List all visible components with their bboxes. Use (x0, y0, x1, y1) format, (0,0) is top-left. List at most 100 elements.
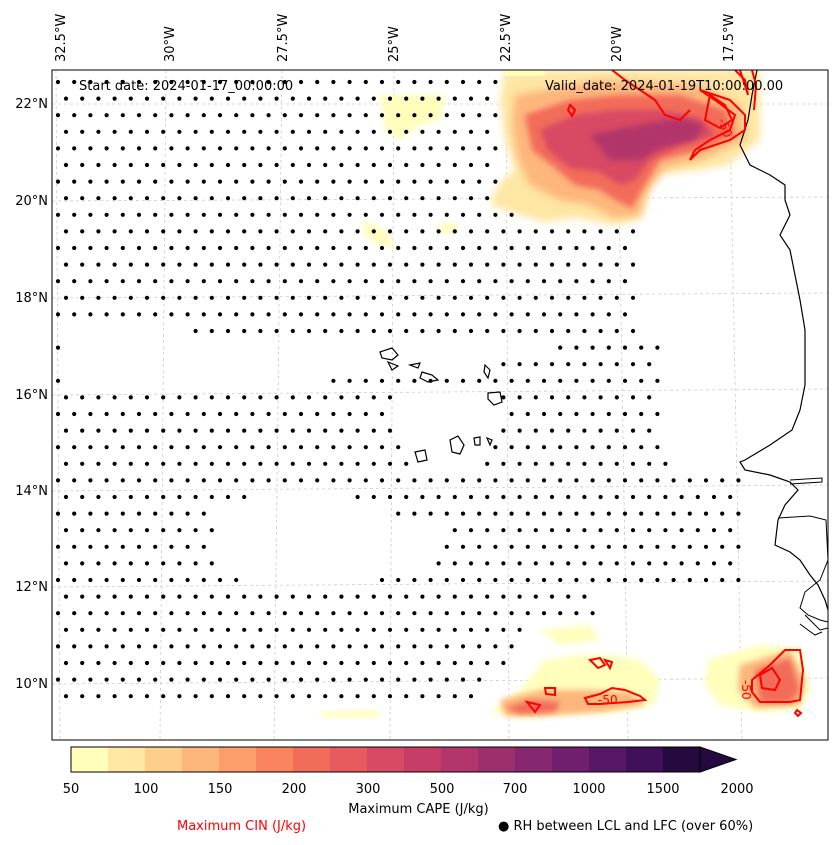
rh-dot (177, 395, 182, 400)
colorbar-tick: 300 (355, 782, 381, 797)
rh-dot (525, 279, 530, 284)
rh-dot (217, 212, 223, 217)
lat-label-10n: 10°N (15, 677, 48, 692)
rh-dot (606, 245, 611, 251)
rh-dot (274, 229, 279, 234)
rh-dot (242, 594, 247, 599)
rh-dot (639, 345, 644, 350)
rh-dot (703, 511, 709, 516)
rh-dot (533, 461, 538, 466)
rh-dot (63, 627, 69, 632)
rh-dot (96, 461, 101, 466)
rh-dot (606, 445, 611, 450)
rh-dot (468, 129, 474, 134)
rh-dot (153, 411, 158, 417)
rh-dot (420, 295, 425, 300)
rh-dot (55, 644, 61, 649)
rh-dot (209, 229, 214, 234)
rh-dot (72, 279, 77, 284)
rh-dot (120, 245, 125, 251)
rh-dot (298, 478, 304, 483)
rh-dot (468, 528, 474, 533)
rh-dot (452, 162, 457, 168)
rh-dot (88, 577, 93, 583)
rh-dot (306, 694, 312, 699)
rh-dot (63, 494, 69, 500)
rh-dot (379, 312, 385, 317)
rh-dot (436, 196, 441, 201)
rh-dot (153, 212, 158, 217)
rh-dot (80, 196, 85, 201)
rh-dot (298, 146, 304, 151)
rh-dot (323, 461, 328, 466)
rh-dot (274, 395, 279, 400)
rh-dot (452, 528, 457, 533)
rh-dot (63, 295, 69, 300)
rh-dot (614, 428, 619, 433)
rh-dot (509, 544, 514, 549)
rh-dot (574, 378, 579, 383)
rh-dot (234, 79, 239, 85)
rh-dot (274, 627, 279, 632)
rh-dot (582, 362, 587, 367)
rh-dot (355, 660, 360, 666)
rh-dot (323, 229, 328, 234)
rh-dot (412, 511, 417, 516)
rh-dot (80, 461, 85, 466)
rh-dot (201, 179, 206, 184)
rh-dot (720, 577, 725, 583)
rh-dot (687, 544, 692, 549)
rh-dot (387, 196, 393, 201)
rh-dot (363, 644, 368, 649)
rh-dot (566, 295, 571, 300)
rh-dot (468, 328, 474, 334)
rh-dot (258, 694, 263, 699)
rh-dot (161, 162, 166, 168)
lat-label-14n: 14°N (15, 484, 48, 499)
rh-dot (104, 245, 109, 251)
rh-dot (63, 528, 69, 533)
rh-marker-icon: ● (498, 819, 510, 834)
rh-dot (509, 445, 514, 450)
rh-dot (420, 162, 425, 168)
rh-dot (387, 328, 393, 334)
rh-dot (128, 162, 133, 168)
rh-dot (598, 229, 603, 234)
rh-dot (606, 511, 611, 516)
rh-dot (217, 478, 223, 483)
rh-dot (485, 129, 490, 134)
rh-dot (558, 245, 563, 251)
rh-dot (647, 428, 652, 433)
rh-dot (655, 378, 660, 383)
rh-dot (266, 146, 271, 151)
rh-dot (112, 528, 117, 533)
rh-dot (104, 79, 109, 85)
rh-dot (582, 295, 587, 300)
rh-dot (55, 411, 61, 417)
rh-dot (622, 312, 628, 317)
rh-dot (452, 229, 457, 234)
rh-dot (736, 478, 741, 483)
rh-dot (242, 262, 247, 267)
rh-dot (509, 378, 514, 383)
rh-dot (209, 129, 214, 134)
rh-dot (153, 677, 158, 682)
rh-dot (177, 96, 182, 101)
rh-dot (525, 611, 530, 616)
rh-dot (614, 295, 619, 300)
rh-dot (606, 411, 611, 417)
rh-dot (444, 179, 449, 184)
rh-dot (55, 245, 61, 251)
rh-dot (161, 229, 166, 234)
rh-dot (161, 262, 166, 267)
colorbar-tick: 2000 (720, 782, 754, 797)
rh-dot (517, 328, 522, 334)
rh-dot (485, 660, 490, 666)
rh-dot (144, 627, 150, 632)
rh-dot (639, 378, 644, 383)
rh-dot (144, 561, 150, 566)
rh-dot (396, 445, 401, 450)
rh-dot (177, 561, 182, 566)
rh-dot (306, 395, 312, 400)
